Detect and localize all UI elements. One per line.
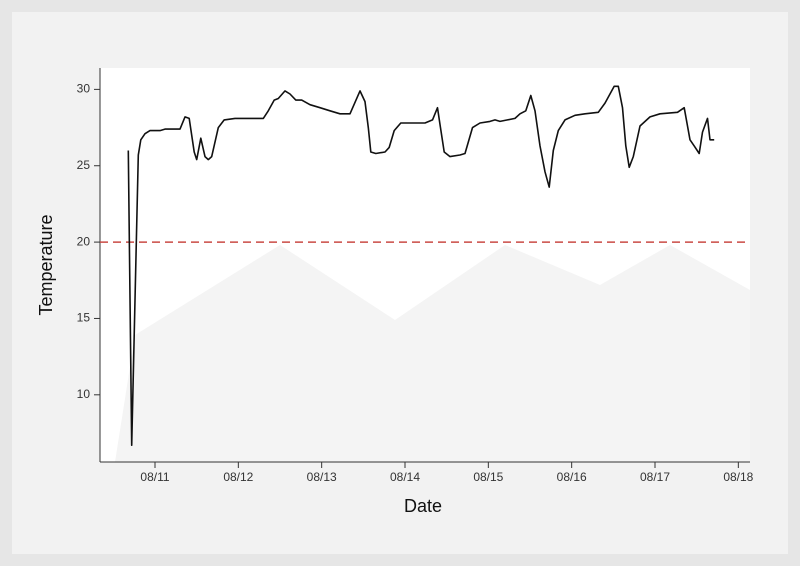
x-tick-label: 08/16 [557,470,587,484]
x-tick-label: 08/11 [140,470,169,484]
y-tick-label: 30 [77,82,91,96]
y-tick-label: 10 [77,387,91,401]
x-tick-label: 08/13 [307,470,337,484]
x-tick-label: 08/17 [640,470,670,484]
x-tick-label: 08/12 [223,470,253,484]
x-tick-label: 08/18 [723,470,753,484]
y-axis-title: Temperature [36,214,56,315]
x-tick-label: 08/14 [390,470,420,484]
x-axis-title: Date [404,496,442,516]
y-tick-label: 15 [77,311,91,325]
line-series [127,85,715,446]
y-tick-label: 20 [77,234,91,248]
y-tick-label: 25 [77,158,91,172]
x-tick-label: 08/15 [473,470,503,484]
background-shape [115,245,750,462]
